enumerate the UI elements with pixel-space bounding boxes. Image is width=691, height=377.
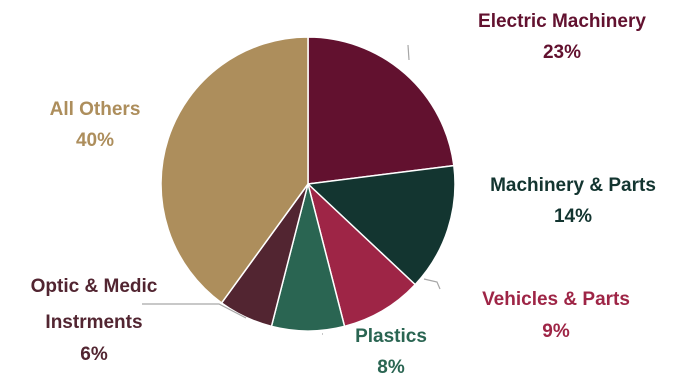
leader-lines: [142, 44, 441, 335]
slice-category-label-optic-and-medic-instrments-line2: Instrments: [45, 312, 142, 333]
leader-line-vehicles-and-parts: [423, 278, 441, 290]
pie-slice-vehicles-and-parts: [306, 181, 417, 328]
slice-value-label-plastics: 8%: [377, 357, 405, 377]
slice-category-label-electric-machinery: Electric Machinery: [478, 11, 646, 32]
slice-category-label-plastics: Plastics: [355, 326, 427, 347]
pie-slice-machinery-and-parts: [306, 164, 456, 286]
pie-slice-all-others: [160, 36, 309, 304]
leader-line-electric-machinery: [407, 44, 410, 61]
slice-value-label-optic-and-medic-instrments: 6%: [80, 344, 108, 365]
slice-labels: Electric Machinery 23% Machinery & Parts 14…: [31, 11, 656, 377]
slice-value-label-vehicles-and-parts: 9%: [542, 321, 570, 342]
slice-category-label-vehicles-and-parts: Vehicles & Parts: [482, 289, 630, 310]
pie-slices: [160, 36, 456, 332]
slice-value-label-all-others: 40%: [76, 130, 114, 151]
slice-category-label-all-others: All Others: [50, 99, 141, 120]
slice-category-label-optic-and-medic-instrments-line1: Optic & Medic: [31, 276, 158, 297]
leader-line-optic-and-medic-instrments: [142, 303, 247, 319]
pie-slice-electric-machinery: [307, 36, 455, 185]
slice-category-label-machinery-and-parts: Machinery & Parts: [490, 175, 656, 196]
slice-value-label-machinery-and-parts: 14%: [554, 206, 592, 227]
slice-value-label-electric-machinery: 23%: [543, 42, 581, 63]
